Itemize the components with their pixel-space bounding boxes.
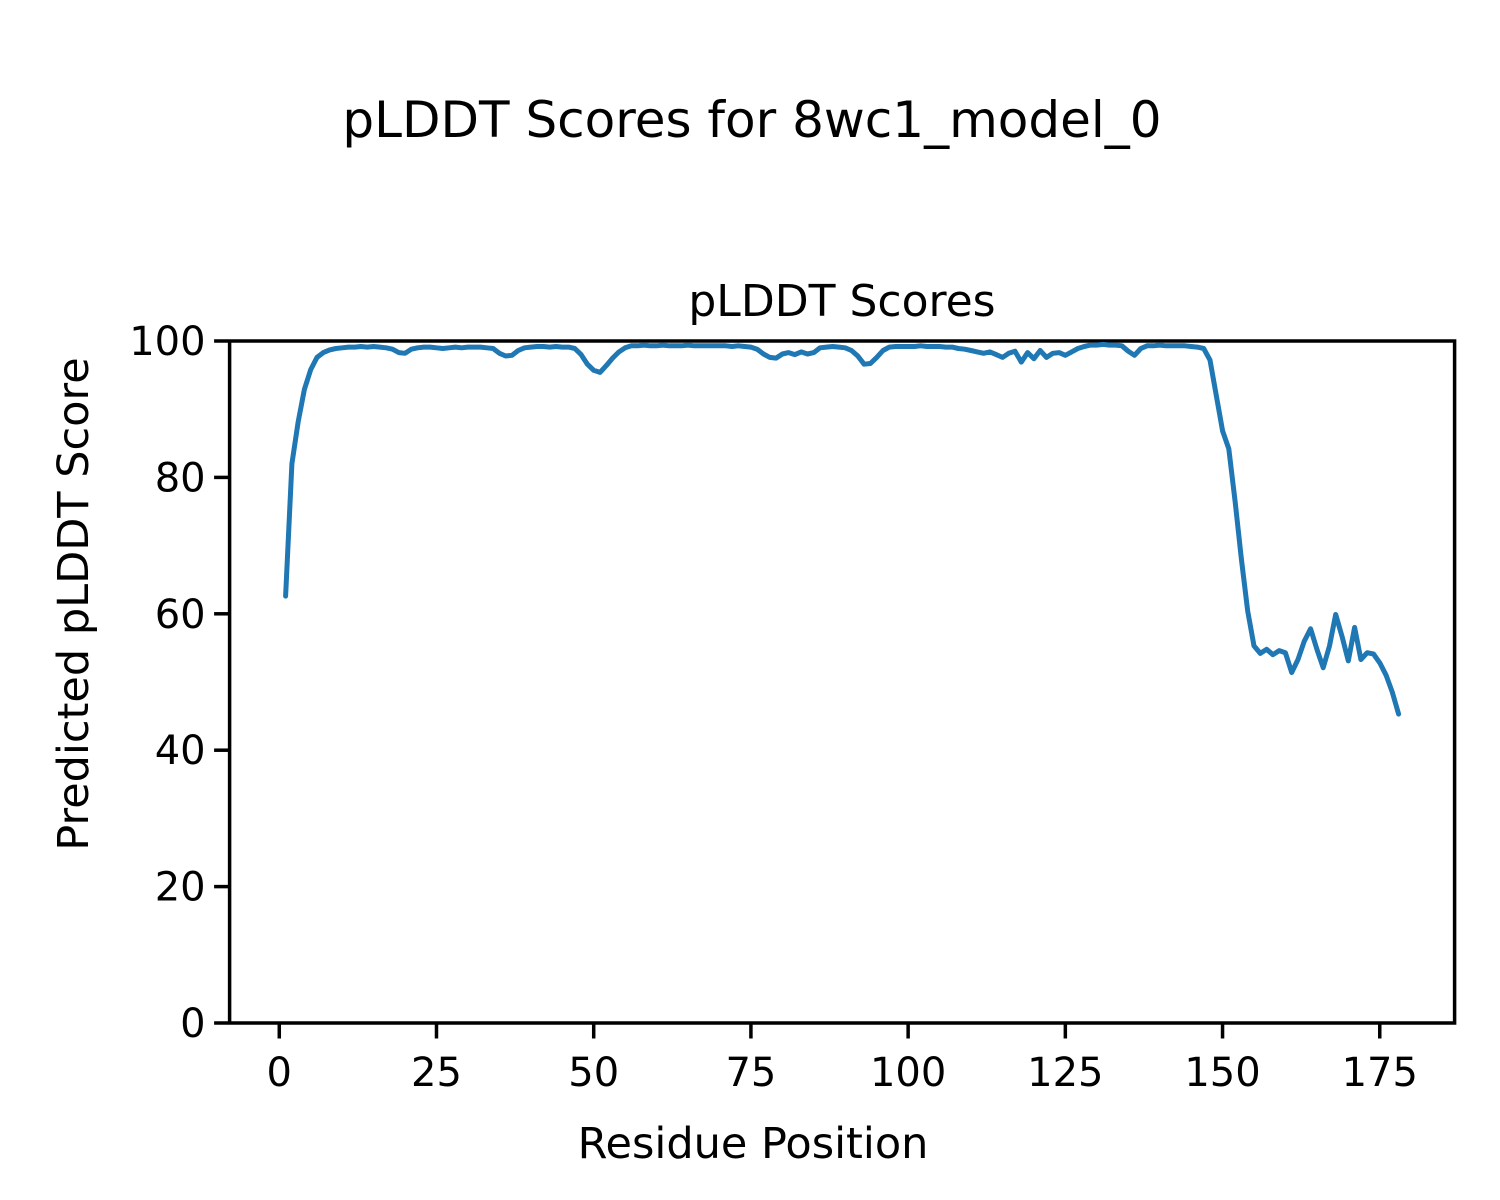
y-tick-label: 20 — [155, 865, 206, 911]
y-tick-label: 100 — [129, 319, 205, 365]
y-axis-label: Predicted pLDDT Score — [49, 357, 99, 850]
x-tick-label: 25 — [411, 1050, 462, 1096]
plddt-score-line — [283, 341, 1402, 717]
y-tick-label: 80 — [155, 455, 206, 501]
x-tick-labels: 0 25 50 75 100 125 150 175 — [267, 1050, 1418, 1096]
x-tick-label: 100 — [870, 1050, 946, 1096]
y-tick-label: 0 — [180, 1001, 205, 1047]
x-axis-ticks — [277, 1024, 1382, 1039]
x-axis-label: Residue Position — [578, 1119, 929, 1169]
x-tick-label: 150 — [1184, 1050, 1260, 1096]
plot-area — [227, 339, 1457, 1025]
y-tick-label: 40 — [155, 728, 206, 774]
figure-title: pLDDT Scores for 8wc1_model_0 — [342, 91, 1161, 149]
y-tick-labels: 0 20 40 60 80 100 — [129, 319, 205, 1047]
x-tick-label: 50 — [568, 1050, 619, 1096]
y-tick-label: 60 — [155, 592, 206, 638]
x-tick-label: 75 — [725, 1050, 776, 1096]
x-tick-label: 125 — [1027, 1050, 1103, 1096]
y-axis-ticks — [214, 339, 229, 1025]
x-tick-label: 175 — [1342, 1050, 1418, 1096]
axes-title: pLDDT Scores — [688, 276, 995, 327]
x-tick-label: 0 — [267, 1050, 292, 1096]
